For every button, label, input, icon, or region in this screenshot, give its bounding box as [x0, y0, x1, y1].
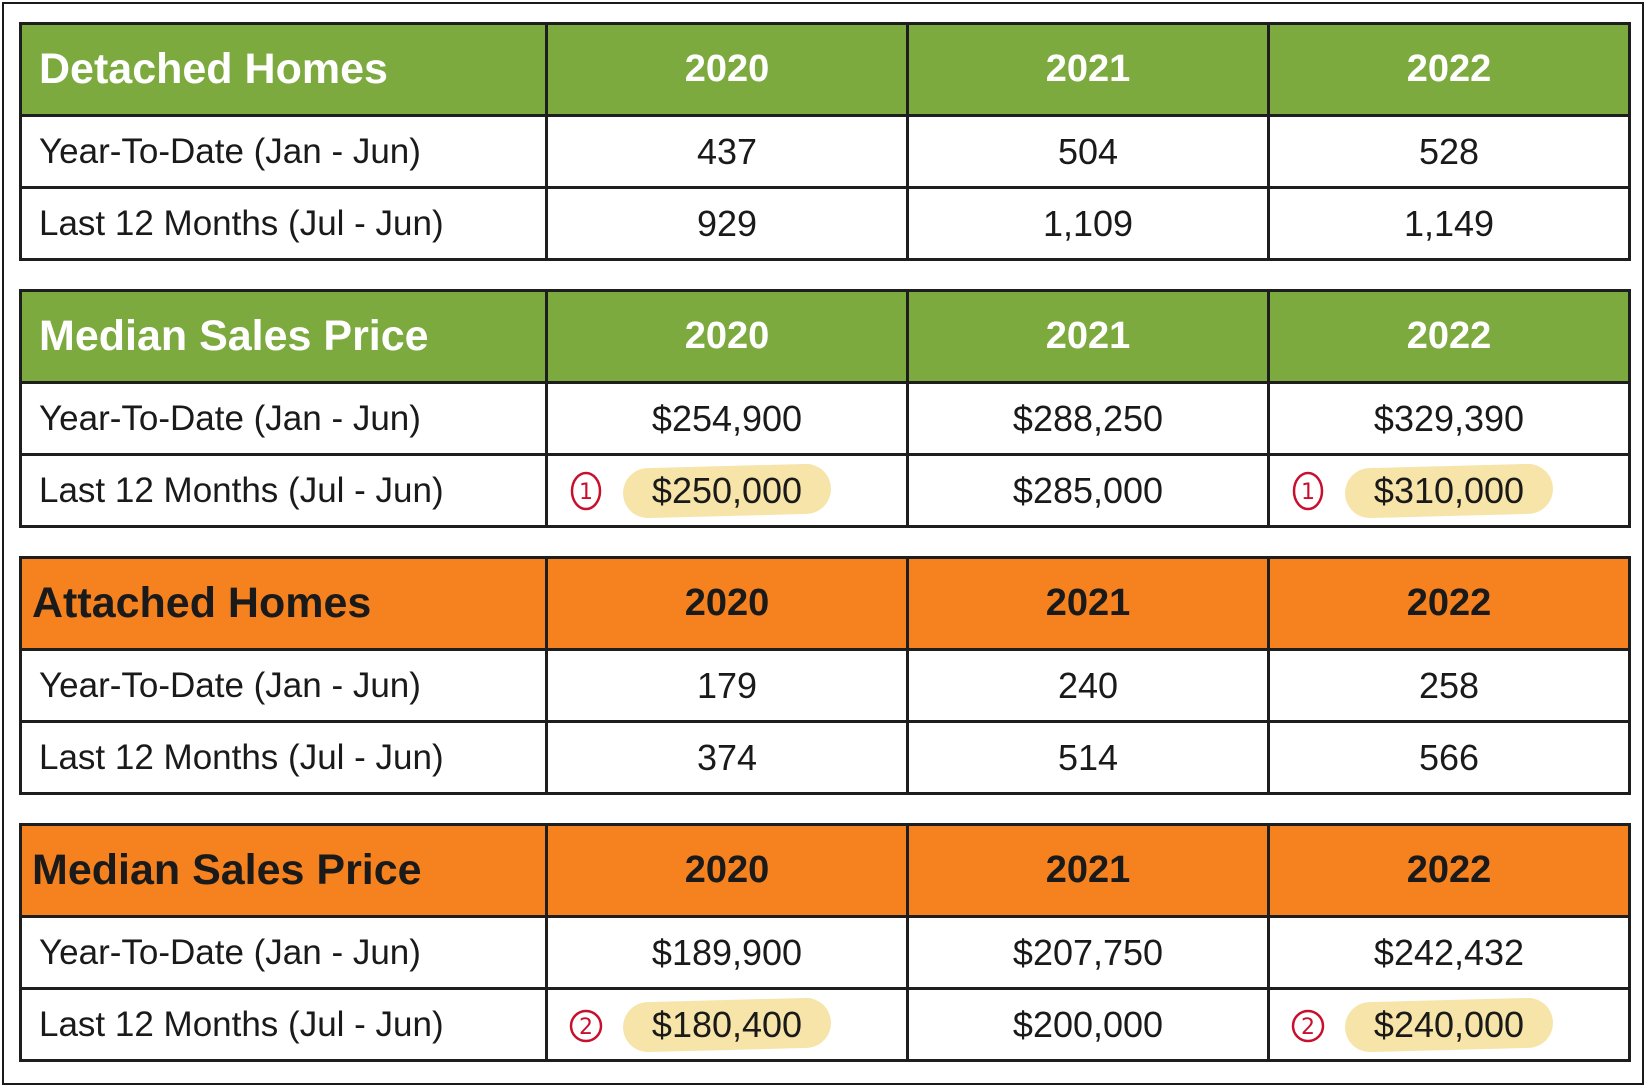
table-cell: $200,000	[906, 990, 1267, 1059]
row-label: Last 12 Months (Jul - Jun)	[22, 990, 545, 1059]
year-header-2020: 2020	[545, 826, 906, 915]
year-header-2022: 2022	[1267, 292, 1628, 381]
table-cell-highlighted: 2 $240,000	[1267, 990, 1628, 1059]
circled-note-2-icon: 2	[1290, 1004, 1326, 1046]
row-label: Last 12 Months (Jul - Jun)	[22, 723, 545, 792]
table-cell: 1,149	[1267, 189, 1628, 258]
table-cell-highlighted: 1 $250,000	[545, 456, 906, 525]
table-row: Year-To-Date (Jan - Jun) 179 240 258	[22, 648, 1628, 720]
circled-note-1-icon: 1	[1290, 470, 1326, 512]
year-header-2021: 2021	[906, 292, 1267, 381]
table-title: Detached Homes	[22, 25, 545, 114]
note-number: 2	[579, 1015, 593, 1040]
row-label: Year-To-Date (Jan - Jun)	[22, 117, 545, 186]
table-row: Last 12 Months (Jul - Jun) 374 514 566	[22, 720, 1628, 792]
table-cell: 528	[1267, 117, 1628, 186]
year-header-2022: 2022	[1267, 826, 1628, 915]
note-number: 2	[1301, 1015, 1315, 1040]
table-title: Median Sales Price	[22, 826, 545, 915]
table-cell: $242,432	[1267, 918, 1628, 987]
table-cell: 504	[906, 117, 1267, 186]
table-header-row: Median Sales Price 2020 2021 2022	[22, 292, 1628, 381]
year-header-2021: 2021	[906, 559, 1267, 648]
table-title: Attached Homes	[22, 559, 545, 648]
table-cell: 514	[906, 723, 1267, 792]
year-header-2022: 2022	[1267, 559, 1628, 648]
table-row: Year-To-Date (Jan - Jun) $254,900 $288,2…	[22, 381, 1628, 453]
year-header-2021: 2021	[906, 826, 1267, 915]
table-header-row: Attached Homes 2020 2021 2022	[22, 559, 1628, 648]
table-header-row: Detached Homes 2020 2021 2022	[22, 25, 1628, 114]
year-header-2022: 2022	[1267, 25, 1628, 114]
table-cell: $285,000	[906, 456, 1267, 525]
year-header-2020: 2020	[545, 292, 906, 381]
table-cell: 258	[1267, 651, 1628, 720]
table-cell: $207,750	[906, 918, 1267, 987]
year-header-2020: 2020	[545, 559, 906, 648]
table-cell: 437	[545, 117, 906, 186]
row-label: Year-To-Date (Jan - Jun)	[22, 918, 545, 987]
attached-homes-table: Attached Homes 2020 2021 2022 Year-To-Da…	[19, 556, 1631, 795]
circled-note-2-icon: 2	[568, 1004, 604, 1046]
table-header-row: Median Sales Price 2020 2021 2022	[22, 826, 1628, 915]
table-row: Last 12 Months (Jul - Jun) 929 1,109 1,1…	[22, 186, 1628, 258]
year-header-2021: 2021	[906, 25, 1267, 114]
table-cell: $329,390	[1267, 384, 1628, 453]
table-cell: 1,109	[906, 189, 1267, 258]
table-cell: 566	[1267, 723, 1628, 792]
year-header-2020: 2020	[545, 25, 906, 114]
table-cell: 240	[906, 651, 1267, 720]
table-cell: 929	[545, 189, 906, 258]
table-row: Year-To-Date (Jan - Jun) 437 504 528	[22, 114, 1628, 186]
table-cell: $189,900	[545, 918, 906, 987]
detached-homes-table: Detached Homes 2020 2021 2022 Year-To-Da…	[19, 22, 1631, 261]
table-cell-value: $250,000	[651, 469, 803, 511]
table-title: Median Sales Price	[22, 292, 545, 381]
table-cell-highlighted: 1 $310,000	[1267, 456, 1628, 525]
detached-median-price-table: Median Sales Price 2020 2021 2022 Year-T…	[19, 289, 1631, 528]
table-row: Year-To-Date (Jan - Jun) $189,900 $207,7…	[22, 915, 1628, 987]
table-cell: 179	[545, 651, 906, 720]
row-label: Year-To-Date (Jan - Jun)	[22, 651, 545, 720]
table-row: Last 12 Months (Jul - Jun) 1 $250,000 $2…	[22, 453, 1628, 525]
note-number: 1	[579, 480, 593, 505]
row-label: Year-To-Date (Jan - Jun)	[22, 384, 545, 453]
table-row: Last 12 Months (Jul - Jun) 2 $180,400 $2…	[22, 987, 1628, 1059]
note-number: 1	[1301, 480, 1315, 505]
table-cell-highlighted: 2 $180,400	[545, 990, 906, 1059]
table-cell-value: $240,000	[1373, 1003, 1525, 1045]
row-label: Last 12 Months (Jul - Jun)	[22, 456, 545, 525]
table-cell: $288,250	[906, 384, 1267, 453]
table-cell: $254,900	[545, 384, 906, 453]
table-cell: 374	[545, 723, 906, 792]
table-cell-value: $180,400	[651, 1003, 803, 1045]
attached-median-price-table: Median Sales Price 2020 2021 2022 Year-T…	[19, 823, 1631, 1062]
circled-note-1-icon: 1	[568, 470, 604, 512]
row-label: Last 12 Months (Jul - Jun)	[22, 189, 545, 258]
table-cell-value: $310,000	[1373, 469, 1525, 511]
